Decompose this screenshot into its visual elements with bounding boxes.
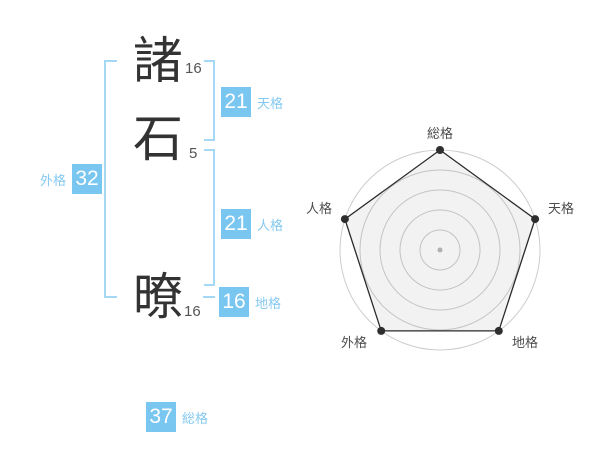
radar-vertex-dot — [494, 326, 503, 335]
gaikaku-score: 外格 32 — [40, 164, 103, 194]
radar-polygon — [344, 149, 536, 332]
chikaku-label: 地格 — [255, 295, 282, 311]
gaikaku-label: 外格 — [40, 172, 67, 188]
soukaku-label: 総格 — [182, 410, 209, 426]
gaikaku-value-badge: 32 — [72, 164, 103, 194]
gaikaku-bracket — [104, 60, 117, 298]
radar-axis-label: 総格 — [427, 126, 453, 141]
name-character-2: 石 — [133, 111, 183, 167]
chikaku-tick — [203, 296, 215, 298]
stroke-count-1: 16 — [185, 60, 202, 77]
radar-axis-label: 人格 — [306, 201, 332, 216]
radar-vertex-dot — [436, 146, 444, 154]
radar-axis-label: 外格 — [341, 335, 367, 350]
name-character-1: 諸 — [133, 33, 183, 89]
jinkaku-value-badge: 21 — [221, 209, 251, 239]
name-character-3: 暸 — [133, 269, 183, 325]
stroke-count-2: 5 — [189, 145, 198, 162]
radar-vertex-dot — [340, 215, 349, 224]
tenkaku-bracket — [204, 60, 215, 141]
jinkaku-bracket — [204, 149, 215, 286]
radar-ring — [359, 169, 521, 331]
tenkaku-label: 天格 — [257, 95, 284, 111]
soukaku-value-badge: 37 — [146, 402, 176, 432]
radar-vertex-dot — [377, 326, 386, 335]
soukaku-score: 37 総格 — [146, 402, 208, 432]
chikaku-value-badge: 16 — [219, 287, 249, 317]
tenkaku-score: 21 天格 — [221, 87, 283, 117]
stroke-count-3: 16 — [184, 303, 201, 320]
radar-chart-container: 総格天格地格 外格 人格 — [295, 105, 595, 375]
radar-ring — [379, 189, 501, 311]
jinkaku-label: 人格 — [257, 217, 284, 233]
radar-ring — [419, 229, 461, 271]
chikaku-score: 16 地格 — [219, 287, 281, 317]
radar-axis-label: 天格 — [548, 201, 574, 216]
radar-vertex-dot — [531, 215, 540, 224]
radar-axis-label: 地格 — [512, 335, 538, 350]
jinkaku-score: 21 人格 — [221, 209, 283, 239]
radar-center-dot — [437, 247, 443, 253]
tenkaku-value-badge: 21 — [221, 87, 251, 117]
radar-ring — [399, 209, 481, 291]
